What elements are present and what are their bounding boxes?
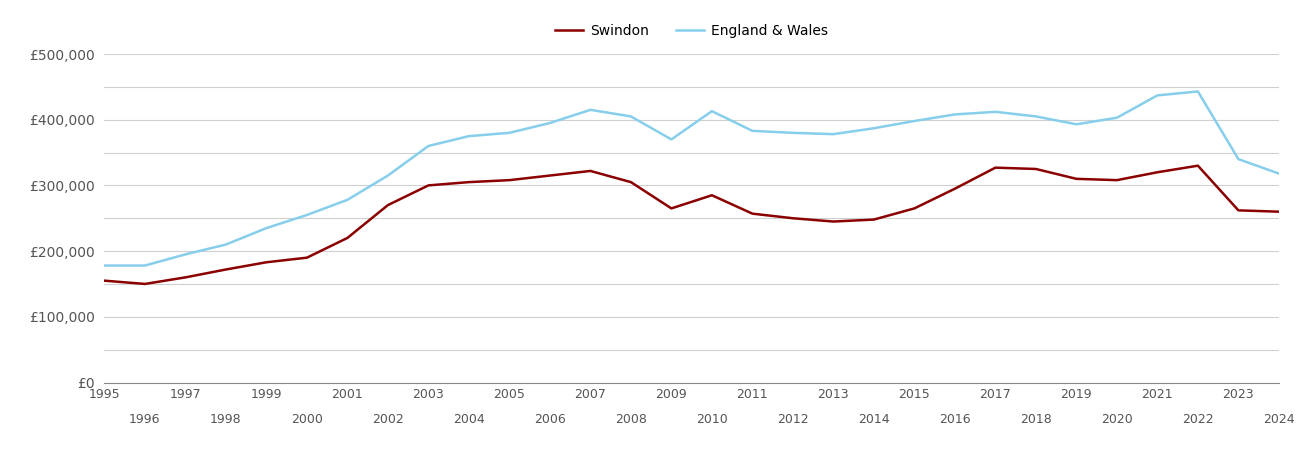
England & Wales (380, 173, 395, 178)
Text: 1996: 1996 (129, 413, 161, 426)
England & Wales (97, 263, 112, 268)
England & Wales (582, 107, 598, 112)
Text: 2022: 2022 (1182, 413, 1214, 426)
Legend: Swindon, England & Wales: Swindon, England & Wales (549, 18, 834, 43)
England & Wales (339, 197, 355, 202)
England & Wales (622, 114, 638, 119)
England & Wales (1190, 89, 1206, 94)
Text: 2018: 2018 (1021, 413, 1052, 426)
Swindon (1231, 207, 1246, 213)
England & Wales (137, 263, 153, 268)
Swindon (177, 274, 193, 280)
Swindon (745, 211, 761, 216)
England & Wales (1231, 157, 1246, 162)
Text: 2008: 2008 (615, 413, 647, 426)
England & Wales (1271, 171, 1287, 176)
Swindon (501, 177, 517, 183)
Text: 2000: 2000 (291, 413, 322, 426)
England & Wales (907, 118, 923, 124)
Swindon (97, 278, 112, 284)
Swindon (299, 255, 315, 261)
Swindon (218, 267, 234, 272)
England & Wales (705, 108, 720, 114)
England & Wales (218, 242, 234, 247)
England & Wales (542, 120, 557, 126)
Swindon (826, 219, 842, 224)
Text: 2014: 2014 (859, 413, 890, 426)
Text: 2002: 2002 (372, 413, 403, 426)
Swindon (705, 193, 720, 198)
Swindon (339, 235, 355, 241)
Swindon (907, 206, 923, 211)
England & Wales (299, 212, 315, 218)
Swindon (420, 183, 436, 188)
Swindon (1069, 176, 1084, 181)
England & Wales (663, 137, 679, 142)
England & Wales (1028, 114, 1044, 119)
Text: 2020: 2020 (1101, 413, 1133, 426)
England & Wales (461, 133, 476, 139)
England & Wales (1109, 115, 1125, 121)
Swindon (1028, 166, 1044, 172)
Swindon (1271, 209, 1287, 214)
England & Wales (947, 112, 963, 117)
England & Wales (420, 143, 436, 148)
Swindon (1190, 163, 1206, 168)
Swindon (542, 173, 557, 178)
Text: 2016: 2016 (940, 413, 971, 426)
England & Wales (501, 130, 517, 135)
England & Wales (745, 128, 761, 134)
Swindon (867, 217, 882, 222)
England & Wales (177, 252, 193, 257)
Line: England & Wales: England & Wales (104, 91, 1279, 266)
England & Wales (867, 126, 882, 131)
England & Wales (1069, 122, 1084, 127)
Swindon (622, 180, 638, 185)
England & Wales (258, 225, 274, 231)
Swindon (1150, 170, 1165, 175)
England & Wales (826, 131, 842, 137)
Swindon (786, 216, 801, 221)
England & Wales (786, 130, 801, 135)
Text: 2010: 2010 (696, 413, 728, 426)
England & Wales (1150, 93, 1165, 98)
Swindon (1109, 177, 1125, 183)
Text: 2012: 2012 (776, 413, 809, 426)
Line: Swindon: Swindon (104, 166, 1279, 284)
Swindon (663, 206, 679, 211)
Swindon (582, 168, 598, 174)
Swindon (947, 186, 963, 191)
Swindon (461, 180, 476, 185)
Swindon (988, 165, 1004, 171)
Text: 2006: 2006 (534, 413, 566, 426)
England & Wales (988, 109, 1004, 114)
Text: 2004: 2004 (453, 413, 484, 426)
Text: 2024: 2024 (1263, 413, 1295, 426)
Swindon (258, 260, 274, 265)
Swindon (380, 202, 395, 208)
Text: 1998: 1998 (210, 413, 241, 426)
Swindon (137, 281, 153, 287)
